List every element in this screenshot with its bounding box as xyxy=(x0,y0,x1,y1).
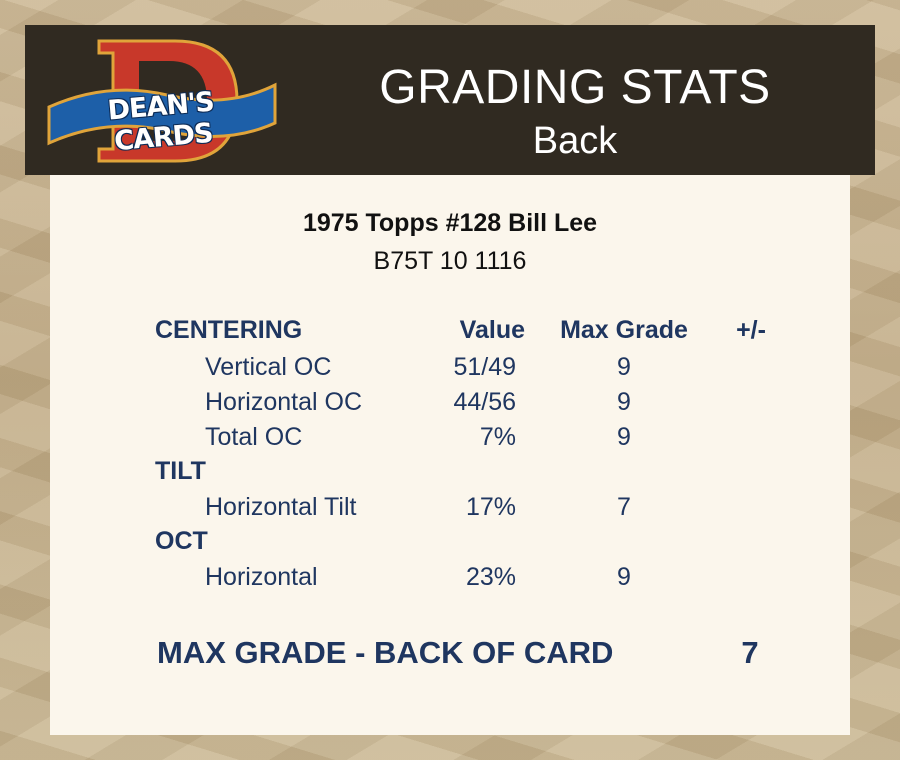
summary-value: 7 xyxy=(741,635,759,670)
column-header-value: Value xyxy=(459,316,525,344)
section-label-centering: CENTERING xyxy=(155,316,303,344)
row-max-grade-horizontal-oc: 9 xyxy=(617,388,631,416)
column-header-max-grade: Max Grade xyxy=(560,316,688,344)
row-label-horizontal-tilt: Horizontal Tilt xyxy=(205,493,357,521)
row-max-grade-horizontal-tilt: 7 xyxy=(617,493,631,521)
section-label-tilt: TILT xyxy=(155,457,206,485)
section-label-oct: OCT xyxy=(155,527,208,555)
row-max-grade-total-oc: 9 xyxy=(617,423,631,451)
column-header-plus-minus: +/- xyxy=(736,316,766,344)
page-subtitle: Back xyxy=(532,120,618,162)
row-value-horizontal-tilt: 17% xyxy=(465,493,516,521)
row-label-vertical-oc: Vertical OC xyxy=(205,353,332,381)
logo-graphic xyxy=(47,39,277,163)
card-title: 1975 Topps #128 Bill Lee xyxy=(302,209,598,237)
row-label-total-oc: Total OC xyxy=(205,423,303,451)
header-bar: DEAN'S CARDS GRADING STATS Back xyxy=(25,25,875,175)
row-value-horizontal: 23% xyxy=(465,563,516,591)
row-value-total-oc: 7% xyxy=(479,423,516,451)
row-label-horizontal-oc: Horizontal OC xyxy=(205,388,362,416)
row-max-grade-vertical-oc: 9 xyxy=(617,353,631,381)
row-value-horizontal-oc: 44/56 xyxy=(453,388,516,416)
card-code: B75T 10 1116 xyxy=(373,247,527,275)
summary-label: MAX GRADE - BACK OF CARD xyxy=(157,635,614,670)
page-title: GRADING STATS xyxy=(379,61,771,114)
deans-cards-logo: DEAN'S CARDS xyxy=(47,37,282,165)
row-value-vertical-oc: 51/49 xyxy=(453,353,516,381)
stats-panel: 1975 Topps #128 Bill Lee B75T 10 1116 CE… xyxy=(50,175,850,735)
row-max-grade-horizontal: 9 xyxy=(617,563,631,591)
row-label-horizontal: Horizontal xyxy=(205,563,318,591)
